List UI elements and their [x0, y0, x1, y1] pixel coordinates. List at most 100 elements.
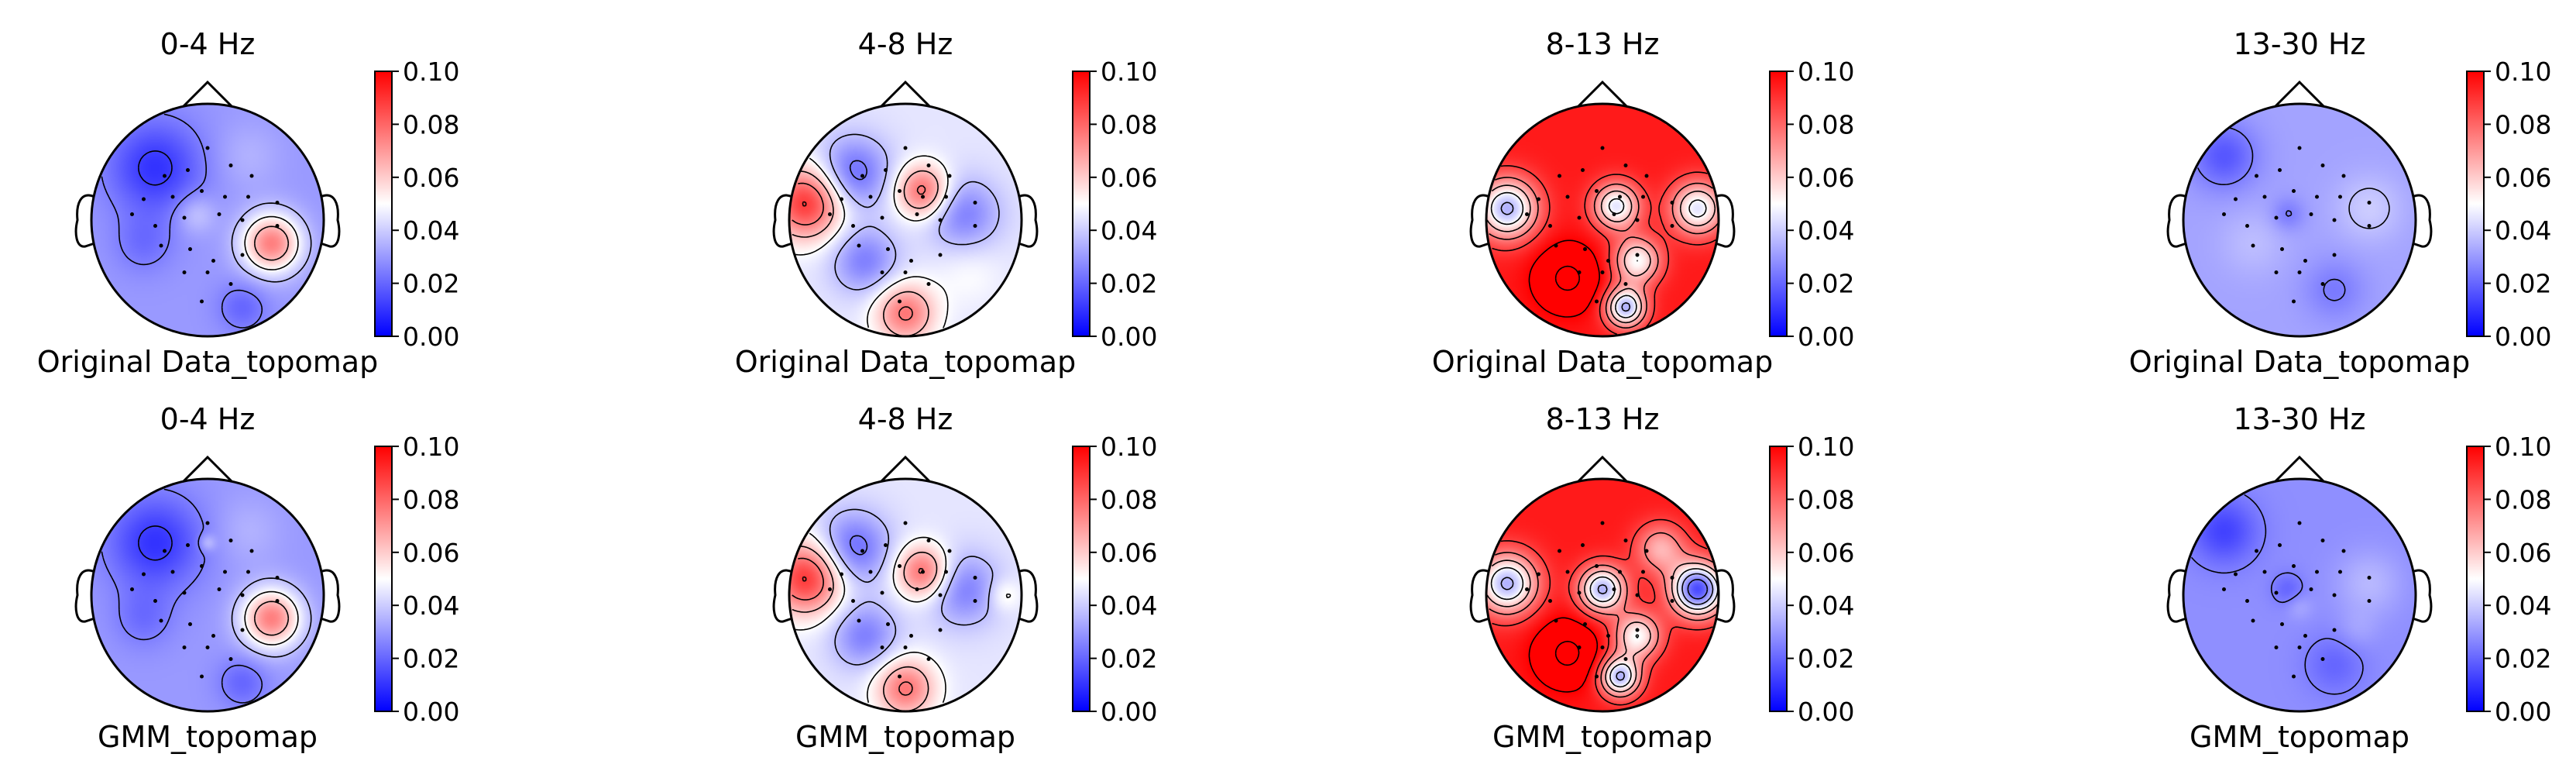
sensor-dot [228, 164, 233, 167]
sensor-dot [228, 657, 233, 661]
colorbar-tick-label: 0.02 [2495, 269, 2551, 299]
colorbar-tick-label: 0.08 [2495, 484, 2551, 515]
sensor-dot [200, 674, 204, 679]
head-outline [788, 477, 1023, 713]
sensor-dot [1618, 194, 1622, 199]
head-right-ear [1018, 194, 1039, 248]
sensor-dot [1548, 599, 1552, 603]
head-nose [878, 455, 933, 485]
colorbar-tick-label: 0.08 [403, 109, 459, 139]
sensor-dot [973, 576, 977, 580]
colorbar-tick-label: 0.10 [1798, 432, 1854, 462]
head-right-ear [1715, 194, 1736, 248]
sensor-dot [186, 543, 190, 547]
sensor-dot [886, 247, 890, 251]
sensor-dot [1623, 164, 1628, 167]
head-right-ear [1018, 569, 1039, 623]
topomap-contours [1486, 518, 1719, 706]
sensor-dot [1623, 282, 1628, 286]
head-outline [1485, 102, 1720, 338]
panel-title: 0-4 Hz [160, 27, 256, 61]
sensor-dot [2315, 194, 2319, 199]
sensor-dot [1635, 593, 1640, 597]
sensor-dot [1558, 174, 1561, 178]
colorbar-tick-label: 0.08 [2495, 109, 2551, 139]
sensor-dot [898, 564, 902, 568]
sensor-dot [1595, 189, 1599, 193]
colorbar-tick-label: 0.06 [403, 163, 459, 193]
sensor-dot [921, 570, 925, 574]
head-right-ear [2412, 194, 2433, 248]
sensor-dot [1595, 299, 1599, 304]
sensor-dot [159, 243, 163, 248]
sensor-dot [880, 270, 884, 274]
sensor-dot [2278, 543, 2282, 547]
sensor-dot [2292, 189, 2296, 193]
colorbar [2466, 71, 2485, 337]
sensor-dot [217, 587, 222, 591]
sensor-dot [2262, 194, 2267, 199]
sensor-dot [188, 247, 192, 251]
sensor-dot [2332, 253, 2337, 257]
topomap-contours [1486, 165, 1719, 336]
colorbar-tick-label: 0.02 [1101, 644, 1157, 674]
colorbar-tick-label: 0.02 [1101, 269, 1157, 299]
sensor-dot [2245, 599, 2249, 603]
sensor-dot [246, 570, 250, 574]
sensor-dot [2292, 564, 2296, 568]
sensor-dot [275, 599, 280, 603]
colorbar-tick-label: 0.02 [1798, 644, 1854, 674]
colorbar-tick-label: 0.08 [1798, 484, 1854, 515]
head-nose [878, 80, 933, 110]
sensor-dot [898, 299, 902, 304]
head-outline [1485, 477, 1720, 713]
sensor-dot [1612, 212, 1616, 216]
sensor-dot [2262, 570, 2267, 574]
topomap-panel: 13-30 Hz Original Data_topomap 0.00 0.02 0.0… [2129, 27, 2552, 379]
sensor-dot [2274, 590, 2279, 595]
sensor-dot [240, 253, 245, 257]
sensor-dot [200, 299, 204, 304]
sensor-dot [228, 282, 233, 286]
sensor-dot [1554, 243, 1558, 248]
sensor-dot [944, 570, 948, 574]
panel-xlabel: GMM_topomap [98, 720, 318, 754]
sensor-dot [2309, 587, 2313, 591]
sensor-dot [1595, 564, 1599, 568]
colorbar-tick-label: 0.10 [1101, 57, 1157, 87]
sensor-dot [153, 224, 157, 228]
sensor-dot [909, 634, 913, 638]
sensor-dot [1558, 549, 1561, 553]
colorbar-tick-label: 0.06 [2495, 163, 2551, 193]
sensor-dot [211, 634, 215, 638]
head-left-ear [1469, 194, 1490, 248]
colorbar-tick-label: 0.00 [1101, 697, 1157, 727]
colorbar-tick-label: 0.04 [403, 215, 459, 246]
sensor-dot [1670, 576, 1674, 580]
sensor-dot [1554, 618, 1558, 623]
head-nose [2272, 455, 2327, 485]
sensor-dot [868, 570, 873, 574]
sensor-dot [163, 174, 167, 178]
sensor-dot [1583, 622, 1587, 626]
sensor-dot [851, 224, 855, 228]
sensor-dot [1600, 521, 1605, 525]
sensor-dot [142, 197, 146, 201]
sensor-dot [1600, 645, 1605, 649]
topomap-heat [789, 104, 1022, 336]
sensor-dot [1537, 197, 1540, 201]
panel-title: 4-8 Hz [858, 27, 953, 61]
sensor-dot [200, 564, 204, 568]
topomap-panel: 0-4 Hz GMM_topomap 0.00 0.02 0.04 0.06 0.08 0.1… [74, 402, 459, 754]
colorbar [1072, 446, 1091, 712]
colorbar [2466, 446, 2485, 712]
colorbar-tick-label: 0.10 [1798, 57, 1854, 87]
colorbar-tick-label: 0.00 [403, 697, 459, 727]
head-outline [90, 102, 325, 338]
sensor-dot [2338, 570, 2342, 574]
sensor-dot [275, 224, 280, 228]
sensor-dot [1581, 168, 1585, 172]
topomap-panel: 8-13 Hz GMM_topomap 0.00 0.02 0.04 0.06 0.08 0.… [1469, 402, 1854, 754]
sensor-dot [228, 539, 233, 542]
topomap-panel: 4-8 Hz Original Data_topomap 0.00 0.02 0.04 0… [735, 27, 1158, 379]
